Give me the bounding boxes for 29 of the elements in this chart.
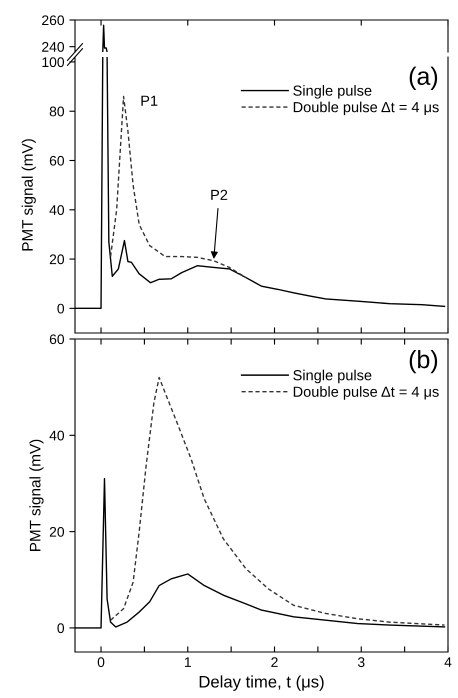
x-tick-label: 4 [444,657,452,667]
y-tick-label: 60 [50,156,64,166]
y-axis-title: PMT signal (mV) [29,440,44,551]
y-tick-label: 20 [50,254,64,264]
legend-label: Double pulse Δt = 4 μs [294,102,439,116]
x-tick-label: 3 [358,657,365,668]
y-tick-label: 0 [57,623,64,634]
y-tick-label: 20 [50,526,64,537]
y-tick-label: 40 [49,205,64,215]
legend-label: Single pulse [293,85,372,99]
y-tick-label: 100 [42,57,64,68]
y-tick-label: 80 [50,106,64,116]
y-tick-label: 260 [42,15,64,26]
legend-label: Single pulse [293,370,372,384]
x-tick-label: 2 [271,657,278,667]
annotation: P1 [141,96,158,106]
line-series [110,96,247,278]
y-tick-label: 40 [49,430,64,440]
x-tick-label: 1 [184,657,191,667]
annotation: (b) [410,350,438,374]
y-tick-label: 240 [42,42,64,52]
legend-label: Double pulse Δt = 4 μs [294,386,439,400]
annotation: (a) [410,66,438,90]
y-tick-label: 0 [57,304,64,314]
annotation: P2 [211,190,228,200]
x-tick-label: 0 [98,657,104,668]
y-axis-title: PMT signal (mV) [22,139,36,250]
x-axis-title: Delay time, t (μs) [200,675,324,691]
y-tick-label: 60 [50,334,64,344]
